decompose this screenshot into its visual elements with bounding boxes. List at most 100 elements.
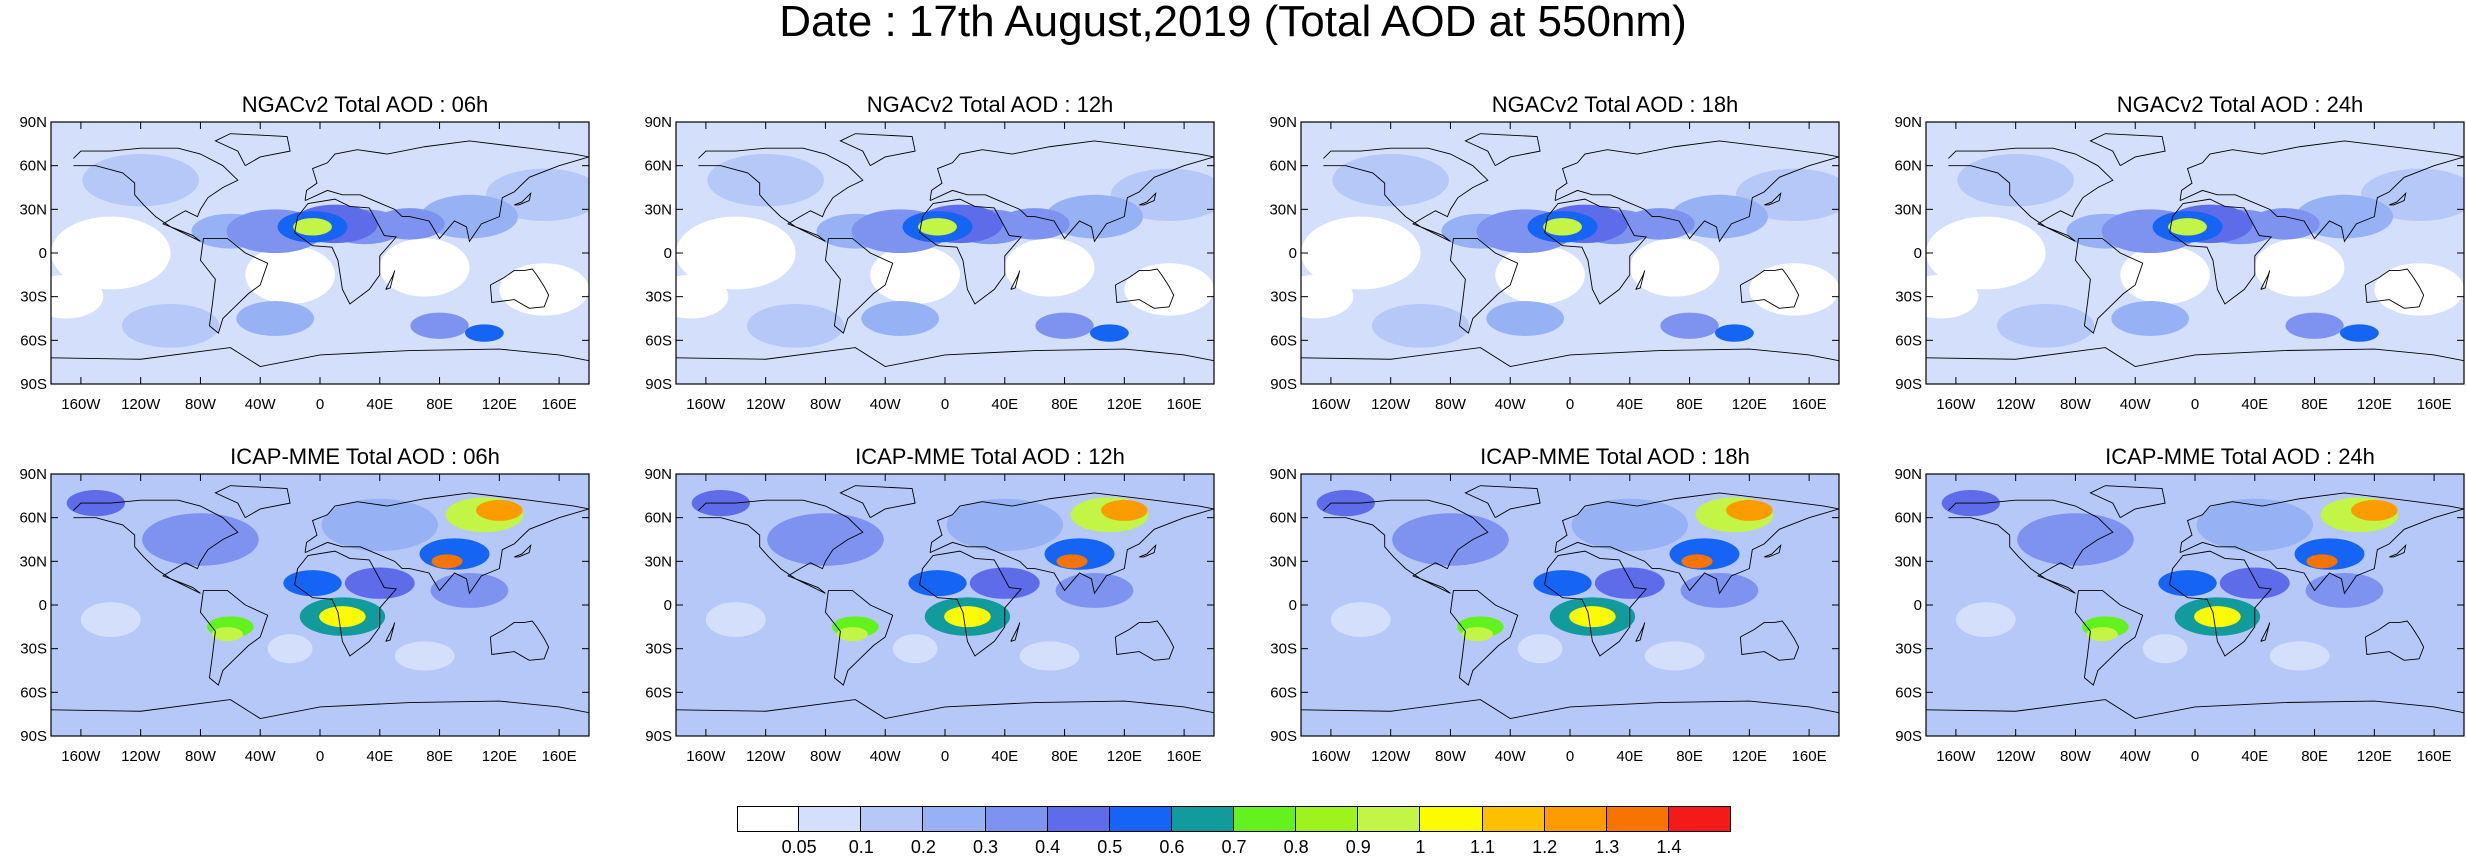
aod-low-region bbox=[1004, 238, 1095, 297]
colorbar-swatch bbox=[737, 806, 800, 832]
lon-tick-label: 120E bbox=[482, 748, 517, 765]
aod-plume bbox=[1681, 554, 1713, 569]
colorbar-label: 0.5 bbox=[1097, 837, 1123, 857]
aod-plume bbox=[1461, 627, 1493, 642]
lat-tick-label: 90S bbox=[1895, 376, 1922, 393]
coastline bbox=[1635, 622, 1646, 642]
aod-plume bbox=[410, 312, 469, 339]
coastline bbox=[214, 485, 291, 519]
lon-tick-label: 160W bbox=[1311, 396, 1351, 413]
lon-tick-label: 160W bbox=[686, 748, 726, 765]
map-plot: 90N 60N 30N 0 30S 60S 90S 160W 120W 80W 40W 0 40E 80E… bbox=[1269, 114, 1840, 413]
coastline bbox=[1926, 347, 2464, 368]
colorbar-label: 0.7 bbox=[1221, 837, 1247, 857]
aod-plume bbox=[2017, 513, 2134, 566]
aod-low-region bbox=[379, 238, 470, 297]
lat-tick-label: 60S bbox=[20, 332, 47, 349]
colorbar-label: 0.2 bbox=[910, 837, 936, 857]
lat-tick-label: 0 bbox=[1914, 245, 1922, 262]
panel-title: NGACv2 Total AOD : 18h bbox=[1491, 92, 1739, 117]
lat-tick-label: 60N bbox=[1894, 158, 1922, 175]
aod-plume bbox=[2168, 218, 2207, 236]
lon-tick-label: 160E bbox=[1167, 748, 1202, 765]
panel-title: NGACv2 Total AOD : 06h bbox=[241, 92, 489, 117]
lat-tick-label: 0 bbox=[664, 597, 672, 614]
coastline bbox=[1635, 270, 1646, 290]
lon-tick-label: 160W bbox=[1936, 396, 1976, 413]
lat-tick-label: 90N bbox=[1269, 114, 1297, 131]
lat-tick-label: 0 bbox=[664, 245, 672, 262]
coastline bbox=[1948, 499, 2114, 594]
lat-tick-label: 30N bbox=[644, 201, 672, 218]
coastline bbox=[1449, 237, 1519, 334]
coastline bbox=[1139, 191, 1157, 206]
lat-tick-label: 60S bbox=[645, 332, 672, 349]
map-panel-ngac-06: NGACv2 Total AOD : 06h 90N 60N 30N 0 30S 60S 90… bbox=[19, 92, 685, 442]
coastline bbox=[2389, 543, 2407, 558]
lon-tick-label: 160E bbox=[1792, 396, 1827, 413]
lat-tick-label: 30N bbox=[1894, 553, 1922, 570]
lat-tick-label: 30S bbox=[1895, 289, 1922, 306]
lon-tick-label: 40E bbox=[2241, 748, 2268, 765]
aod-low-region bbox=[2120, 245, 2210, 304]
map-panel-icap-06: ICAP-MME Total AOD : 06h 90N 60N 30N 0 30S 60S… bbox=[19, 444, 685, 794]
colorbar-label: 0.6 bbox=[1159, 837, 1185, 857]
coastline bbox=[1739, 620, 1800, 661]
lon-tick-label: 80W bbox=[185, 748, 217, 765]
coastline bbox=[294, 550, 398, 657]
lat-tick-label: 60N bbox=[644, 158, 672, 175]
lat-tick-label: 0 bbox=[1289, 597, 1297, 614]
coastline bbox=[1554, 140, 1839, 243]
lat-tick-label: 30S bbox=[20, 641, 47, 658]
aod-plume bbox=[2306, 554, 2338, 569]
lon-tick-label: 0 bbox=[941, 396, 949, 413]
coastline bbox=[294, 198, 398, 305]
colorbar-label: 1 bbox=[1415, 837, 1426, 857]
lon-tick-label: 80W bbox=[810, 396, 842, 413]
lat-tick-label: 0 bbox=[1289, 245, 1297, 262]
aod-low-region bbox=[1330, 602, 1391, 638]
coastline bbox=[1323, 499, 1489, 594]
aod-plume bbox=[2295, 194, 2394, 239]
coastline bbox=[1301, 347, 1839, 368]
colorbar-legend: 0.05 0.1 0.2 0.3 0.4 0.5 0.6 0.7 0.8 0.9 1 1.1 1.2 1.… bbox=[737, 806, 1731, 857]
coastline bbox=[73, 499, 239, 594]
colorbar-label: 0.3 bbox=[972, 837, 999, 857]
coastline bbox=[51, 699, 589, 720]
aod-plume bbox=[2196, 498, 2314, 552]
lon-tick-label: 160E bbox=[542, 396, 577, 413]
lat-tick-label: 90S bbox=[645, 728, 672, 745]
aod-low-region bbox=[1644, 641, 1705, 671]
aod-low-region bbox=[1926, 274, 1979, 319]
lon-tick-label: 120E bbox=[1732, 748, 1767, 765]
coastline bbox=[2364, 620, 2425, 661]
lon-tick-label: 120E bbox=[1107, 748, 1142, 765]
coastline bbox=[51, 347, 589, 368]
lon-tick-label: 0 bbox=[316, 396, 324, 413]
coastline bbox=[199, 237, 269, 334]
lat-tick-label: 60S bbox=[645, 684, 672, 701]
aod-plume bbox=[1996, 303, 2095, 348]
aod-plume bbox=[1533, 570, 1592, 597]
aod-low-region bbox=[1926, 216, 2046, 290]
lon-tick-label: 160W bbox=[61, 396, 101, 413]
coastline bbox=[839, 133, 916, 167]
coastline bbox=[304, 492, 589, 595]
lat-tick-label: 30N bbox=[19, 553, 47, 570]
lon-tick-label: 160W bbox=[686, 396, 726, 413]
lat-tick-label: 90N bbox=[644, 466, 672, 483]
aod-plume bbox=[319, 606, 366, 628]
aod-plume bbox=[1332, 154, 1449, 207]
lat-tick-label: 90S bbox=[645, 376, 672, 393]
coastline bbox=[214, 133, 291, 167]
lat-tick-label: 60N bbox=[1894, 510, 1922, 527]
lon-tick-label: 120E bbox=[2357, 396, 2392, 413]
aod-plume bbox=[2285, 312, 2344, 339]
aod-low-region bbox=[267, 634, 313, 664]
aod-plume bbox=[2219, 567, 2290, 599]
lat-tick-label: 30N bbox=[1269, 553, 1297, 570]
colorbar-swatch bbox=[1171, 806, 1234, 832]
coastline bbox=[1464, 485, 1541, 519]
colorbar-frame bbox=[737, 806, 1731, 832]
aod-low-region bbox=[1495, 245, 1585, 304]
